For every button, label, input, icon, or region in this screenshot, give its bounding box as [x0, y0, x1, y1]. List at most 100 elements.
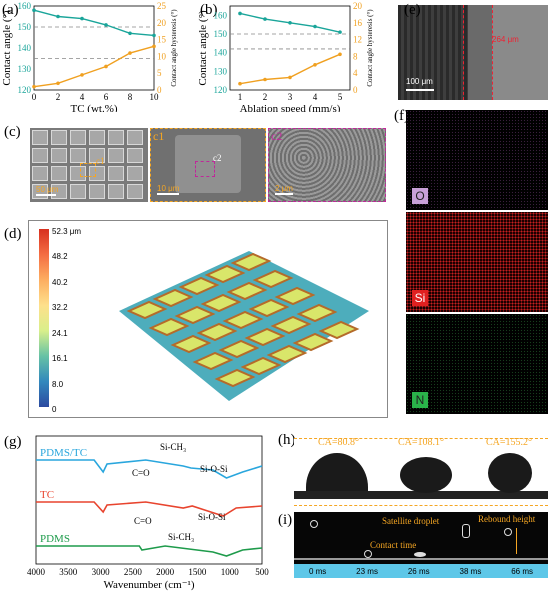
series-line	[33, 45, 155, 88]
c2-marker: c2	[213, 153, 222, 163]
colorbar-tick: 40.2	[52, 277, 68, 287]
y-tick-label: 140	[214, 48, 228, 58]
peak-label: Si-CH₃	[168, 532, 194, 542]
pillar	[204, 264, 246, 284]
panel-label-g: (g)	[4, 434, 22, 450]
sem-grid-cell	[70, 148, 86, 163]
pillar	[296, 303, 338, 323]
sem-grid-cell	[127, 184, 143, 199]
pillar	[152, 288, 194, 308]
data-point	[338, 52, 342, 57]
cross-section-image: 264 μm 100 μm	[398, 5, 548, 100]
panel-label-e: (e)	[404, 2, 421, 18]
x-tick-label: 1000	[221, 567, 240, 577]
ftir-series	[36, 501, 263, 517]
pillar	[244, 327, 286, 347]
sem-grid-cell	[70, 130, 86, 145]
pillar	[266, 344, 308, 364]
data-point	[288, 75, 292, 80]
data-point	[238, 81, 242, 86]
ca-label-2: CA=108.1°	[398, 437, 445, 448]
chart-a: 0 2 4 6 8 10 120 130 140 150 160 0 5 10 15 20 25 TC (wt.%…	[1, 1, 178, 112]
series-label: PDMS/TC	[40, 447, 87, 459]
chart-g: 4000 3500 3000 2500 2000 1500 1000 500 Wavenumbe…	[27, 435, 269, 591]
data-point	[32, 84, 36, 89]
y2-tick-label: 16	[353, 18, 363, 28]
droplet-3	[488, 453, 532, 493]
y-tick-label: 120	[18, 85, 32, 95]
y2-tick-label: 8	[353, 51, 358, 61]
pillar	[252, 269, 294, 289]
eds-map-n: N	[406, 314, 548, 414]
scale-bar	[406, 89, 434, 91]
data-point	[288, 21, 292, 25]
y-axis-label: Contact angle (°)	[197, 10, 209, 86]
panel-label-b: (b)	[200, 2, 218, 18]
sem-c1: c2 c1 10 μm	[150, 128, 266, 202]
bounce-sequence: Satellite droplet Rebound height Contact…	[294, 512, 548, 578]
pillar	[222, 310, 264, 330]
y2-axis-label: Contact angle hysteresis (°)	[366, 9, 374, 87]
ftir-series	[36, 459, 263, 479]
data-point	[338, 30, 342, 34]
x-tick-label: 1500	[188, 567, 207, 577]
y-tick-label: 130	[214, 66, 228, 76]
y-tick-label: 150	[214, 29, 228, 39]
series-line	[33, 9, 155, 37]
y2-tick-label: 5	[157, 68, 162, 78]
y2-tick-label: 15	[157, 35, 167, 45]
data-point	[313, 63, 317, 67]
y2-tick-label: 0	[157, 85, 162, 95]
sem-grid-cell	[32, 166, 48, 181]
sem-grid-cell	[89, 184, 105, 199]
data-point	[32, 8, 36, 12]
droplet-1	[306, 453, 368, 491]
pillar	[240, 356, 282, 376]
data-point	[56, 81, 60, 86]
data-point	[152, 44, 156, 49]
x-tick-label: 3000	[92, 567, 111, 577]
sem-overview: c1 50 μm	[30, 128, 148, 202]
time-1: 23 ms	[356, 566, 378, 576]
y-tick-label: 120	[214, 85, 228, 95]
thickness-label: 264 μm	[492, 35, 519, 44]
ftir-series	[36, 545, 263, 557]
sem-grid-cell	[108, 130, 124, 145]
satellite-label: Satellite droplet	[382, 516, 440, 526]
y2-tick-label: 12	[353, 35, 362, 45]
time-3: 38 ms	[459, 566, 482, 576]
x-axis-label: Ablation speed (mm/s)	[240, 103, 341, 112]
data-point	[128, 51, 132, 55]
data-point	[80, 16, 84, 21]
pillar	[126, 300, 168, 320]
pillar	[174, 305, 216, 325]
sem-grid-cell	[70, 184, 86, 199]
colorbar-tick: 52.3 μm	[52, 227, 82, 236]
panel-label-a: (a)	[2, 2, 19, 18]
pillar	[292, 332, 334, 352]
x-tick-label: 3	[288, 92, 293, 102]
pillar	[196, 322, 238, 342]
x-tick-label: 8	[128, 92, 133, 102]
colorbar-tick: 8.0	[52, 379, 64, 389]
c2-title: c2	[271, 129, 283, 143]
surface-3d	[119, 251, 369, 401]
y2-tick-label: 20	[353, 1, 363, 11]
y2-tick-label: 4	[353, 68, 358, 78]
data-point	[104, 64, 108, 69]
sem-c2: c2 2 μm	[268, 128, 386, 202]
scale-label-c2: 2 μm	[275, 184, 293, 193]
plot-frame	[229, 5, 351, 91]
colorbar-tick: 0	[52, 405, 57, 414]
c1-marker: c1	[96, 156, 105, 166]
time-4: 66 ms	[511, 566, 534, 576]
data-point	[313, 24, 317, 29]
x-tick-label: 0	[32, 92, 37, 102]
colorbar	[39, 229, 49, 407]
time-bar: 0 ms 23 ms 26 ms 38 ms 66 ms	[294, 564, 548, 578]
series-line	[239, 53, 341, 85]
x-axis-label: Wavenumber (cm⁻¹)	[104, 579, 195, 591]
x-tick-label: 2000	[156, 567, 175, 577]
x-tick-label: 6	[104, 92, 109, 102]
